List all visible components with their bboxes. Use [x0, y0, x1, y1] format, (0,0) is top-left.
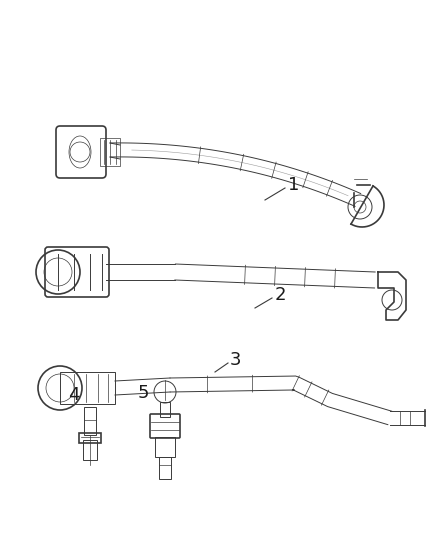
Text: 5: 5	[138, 384, 149, 402]
Text: 4: 4	[68, 386, 80, 404]
Text: 3: 3	[230, 351, 241, 369]
Text: 1: 1	[288, 176, 300, 194]
Text: 2: 2	[275, 286, 286, 304]
